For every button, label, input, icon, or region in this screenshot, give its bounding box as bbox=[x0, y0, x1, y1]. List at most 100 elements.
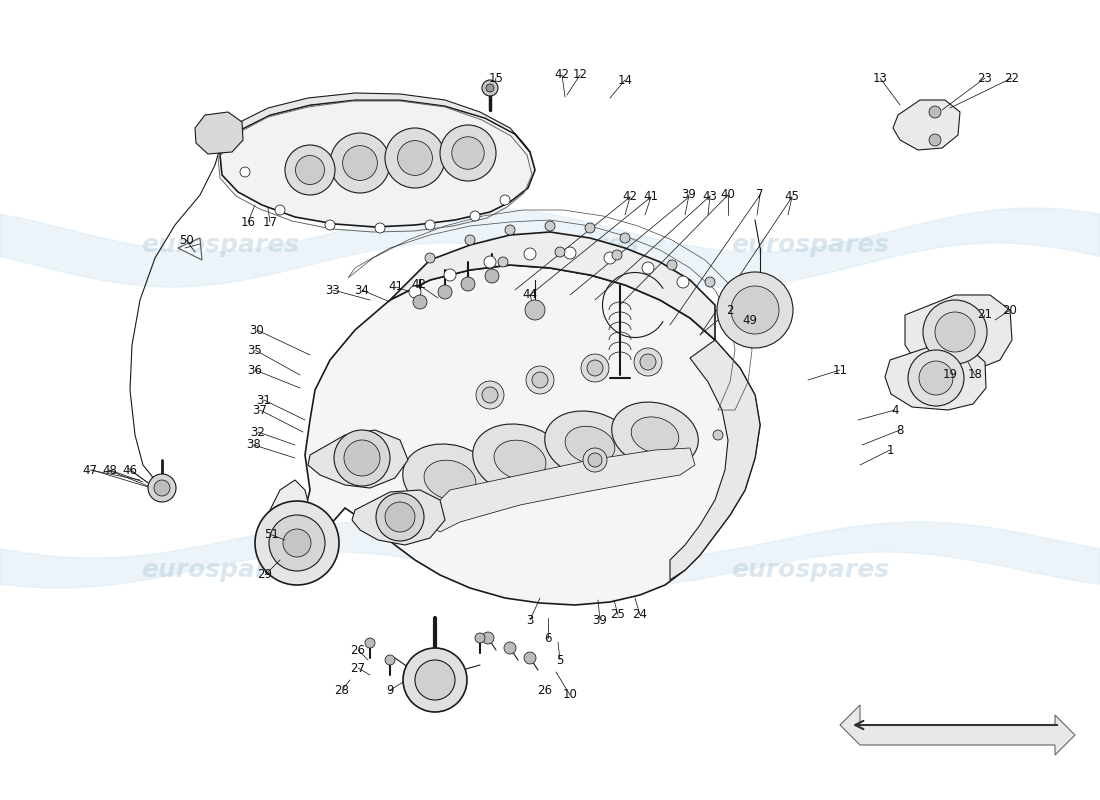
Text: 23: 23 bbox=[978, 71, 992, 85]
Polygon shape bbox=[893, 100, 960, 150]
Circle shape bbox=[486, 84, 494, 92]
Circle shape bbox=[667, 260, 676, 270]
Text: 36: 36 bbox=[248, 363, 263, 377]
Circle shape bbox=[482, 80, 498, 96]
Ellipse shape bbox=[565, 426, 615, 464]
Circle shape bbox=[385, 128, 446, 188]
Text: 27: 27 bbox=[351, 662, 365, 674]
Circle shape bbox=[482, 632, 494, 644]
Circle shape bbox=[240, 167, 250, 177]
Text: 22: 22 bbox=[1004, 71, 1020, 85]
Circle shape bbox=[525, 300, 544, 320]
Text: 39: 39 bbox=[682, 189, 696, 202]
Text: 29: 29 bbox=[257, 569, 273, 582]
Text: 17: 17 bbox=[263, 215, 277, 229]
Text: 34: 34 bbox=[354, 283, 370, 297]
Text: 31: 31 bbox=[256, 394, 272, 406]
Circle shape bbox=[544, 221, 556, 231]
Circle shape bbox=[585, 223, 595, 233]
Circle shape bbox=[342, 146, 377, 180]
Text: 20: 20 bbox=[1002, 303, 1018, 317]
Circle shape bbox=[482, 387, 498, 403]
Polygon shape bbox=[295, 265, 760, 605]
Ellipse shape bbox=[424, 460, 476, 500]
Ellipse shape bbox=[494, 440, 546, 480]
Ellipse shape bbox=[544, 411, 635, 479]
Circle shape bbox=[148, 474, 176, 502]
Polygon shape bbox=[308, 430, 408, 488]
Circle shape bbox=[642, 262, 654, 274]
Text: 25: 25 bbox=[610, 609, 626, 622]
Text: 9: 9 bbox=[386, 683, 394, 697]
Circle shape bbox=[452, 137, 484, 170]
Polygon shape bbox=[220, 100, 535, 227]
Circle shape bbox=[385, 502, 415, 532]
Text: eurospares: eurospares bbox=[141, 558, 299, 582]
Text: 39: 39 bbox=[593, 614, 607, 626]
Circle shape bbox=[476, 381, 504, 409]
Text: 30: 30 bbox=[250, 323, 264, 337]
Polygon shape bbox=[670, 340, 760, 580]
Text: 15: 15 bbox=[488, 71, 504, 85]
Text: 10: 10 bbox=[562, 689, 578, 702]
Circle shape bbox=[918, 361, 953, 395]
Circle shape bbox=[526, 366, 554, 394]
Circle shape bbox=[475, 633, 485, 643]
Circle shape bbox=[505, 225, 515, 235]
Circle shape bbox=[705, 277, 715, 287]
Text: 32: 32 bbox=[251, 426, 265, 438]
Circle shape bbox=[930, 134, 940, 146]
Text: 43: 43 bbox=[703, 190, 717, 202]
Circle shape bbox=[415, 660, 455, 700]
Text: 11: 11 bbox=[833, 363, 847, 377]
Circle shape bbox=[732, 286, 779, 334]
Circle shape bbox=[461, 277, 475, 291]
Circle shape bbox=[612, 250, 621, 260]
Text: eurospares: eurospares bbox=[730, 558, 889, 582]
Circle shape bbox=[470, 211, 480, 221]
Circle shape bbox=[604, 252, 616, 264]
Circle shape bbox=[275, 205, 285, 215]
Text: 2: 2 bbox=[726, 303, 734, 317]
Polygon shape bbox=[195, 112, 243, 154]
Circle shape bbox=[500, 195, 510, 205]
Text: 33: 33 bbox=[326, 283, 340, 297]
Circle shape bbox=[930, 106, 940, 118]
Text: 46: 46 bbox=[122, 463, 138, 477]
Circle shape bbox=[588, 453, 602, 467]
Circle shape bbox=[676, 276, 689, 288]
Ellipse shape bbox=[403, 444, 497, 516]
Text: 28: 28 bbox=[334, 683, 350, 697]
Text: 42: 42 bbox=[554, 69, 570, 82]
Circle shape bbox=[425, 220, 435, 230]
Circle shape bbox=[154, 480, 170, 496]
Text: 47: 47 bbox=[82, 463, 98, 477]
Text: 13: 13 bbox=[872, 71, 888, 85]
Text: 7: 7 bbox=[757, 189, 763, 202]
Ellipse shape bbox=[473, 424, 568, 496]
Text: 21: 21 bbox=[978, 309, 992, 322]
Circle shape bbox=[425, 253, 435, 263]
Circle shape bbox=[485, 269, 499, 283]
Circle shape bbox=[532, 372, 548, 388]
Circle shape bbox=[296, 155, 324, 185]
Circle shape bbox=[908, 350, 964, 406]
Text: 14: 14 bbox=[617, 74, 632, 86]
Text: 42: 42 bbox=[623, 190, 638, 203]
Polygon shape bbox=[840, 705, 1075, 755]
Text: 35: 35 bbox=[248, 343, 263, 357]
Circle shape bbox=[524, 652, 536, 664]
Polygon shape bbox=[430, 448, 695, 532]
Polygon shape bbox=[270, 480, 310, 580]
Circle shape bbox=[935, 312, 975, 352]
Text: 49: 49 bbox=[742, 314, 758, 326]
Text: 6: 6 bbox=[544, 631, 552, 645]
Circle shape bbox=[324, 220, 336, 230]
Text: 42: 42 bbox=[411, 278, 427, 291]
Text: 41: 41 bbox=[644, 190, 659, 203]
Text: 12: 12 bbox=[572, 69, 587, 82]
Text: 8: 8 bbox=[896, 423, 904, 437]
Circle shape bbox=[283, 529, 311, 557]
Circle shape bbox=[717, 272, 793, 348]
Text: 4: 4 bbox=[891, 403, 899, 417]
